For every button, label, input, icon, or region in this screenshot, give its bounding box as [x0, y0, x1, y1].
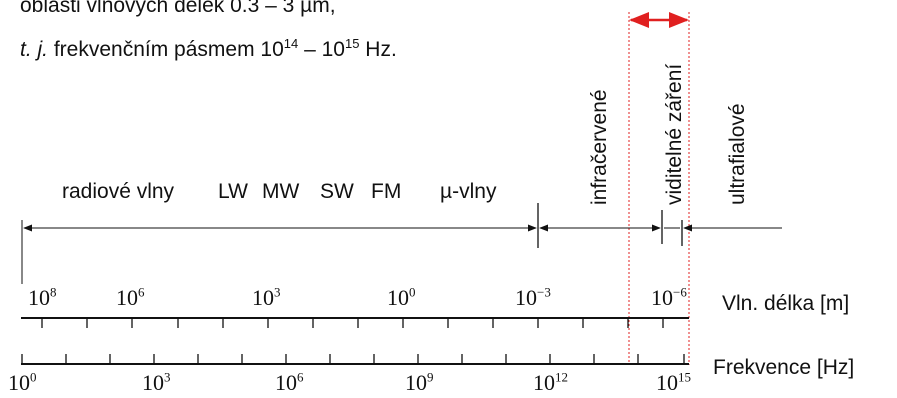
- wavelength-axis-ticks: [41, 318, 664, 328]
- intro-emphasis: t. j.: [20, 38, 49, 61]
- frequency-axis-label: Frekvence [Hz]: [713, 356, 855, 379]
- band-sw-label: SW: [320, 180, 354, 203]
- wavelength-axis-label: Vln. délka [m]: [722, 292, 850, 315]
- frequency-tick-label: 106: [275, 369, 304, 395]
- intro-line-2: t. j. frekvenčním pásmem 1014 – 1015 Hz.: [20, 36, 397, 62]
- band-mw-label: MW: [262, 180, 300, 203]
- band-visible-label: viditelné záření: [663, 63, 686, 205]
- frequency-axis-ticks: [21, 354, 685, 364]
- frequency-tick-label: 103: [142, 369, 171, 395]
- band-ultraviolet-label: ultrafialové: [726, 103, 749, 205]
- intro-exp-1: 14: [283, 36, 299, 51]
- wavelength-tick-label: 100: [387, 284, 416, 310]
- band-microwave-label: µ-vlny: [440, 180, 497, 203]
- intro-text: frekvenčním pásmem 10: [48, 38, 284, 61]
- frequency-tick-label: 100: [8, 369, 37, 395]
- intro-dash: – 10: [298, 38, 345, 61]
- frequency-tick-label: 1012: [533, 369, 568, 395]
- wavelength-tick-label: 103: [252, 284, 281, 310]
- intro-exp-2: 15: [344, 36, 360, 51]
- wavelength-tick-label: 106: [116, 284, 145, 310]
- band-infrared-label: infračervené: [588, 89, 611, 205]
- intro-line-1: oblasti vlnových délek 0.3 – 3 µm,: [20, 0, 336, 17]
- band-radio-label: radiové vlny: [62, 180, 175, 203]
- wavelength-tick-label: 10−3: [515, 284, 551, 310]
- intro-unit: Hz.: [359, 38, 397, 61]
- frequency-tick-label: 109: [405, 369, 434, 395]
- frequency-tick-label: 1015: [656, 369, 691, 395]
- band-fm-label: FM: [371, 180, 402, 203]
- band-lw-label: LW: [218, 180, 248, 203]
- wavelength-tick-label: 10−6: [651, 284, 687, 310]
- wavelength-tick-label: 108: [28, 284, 57, 310]
